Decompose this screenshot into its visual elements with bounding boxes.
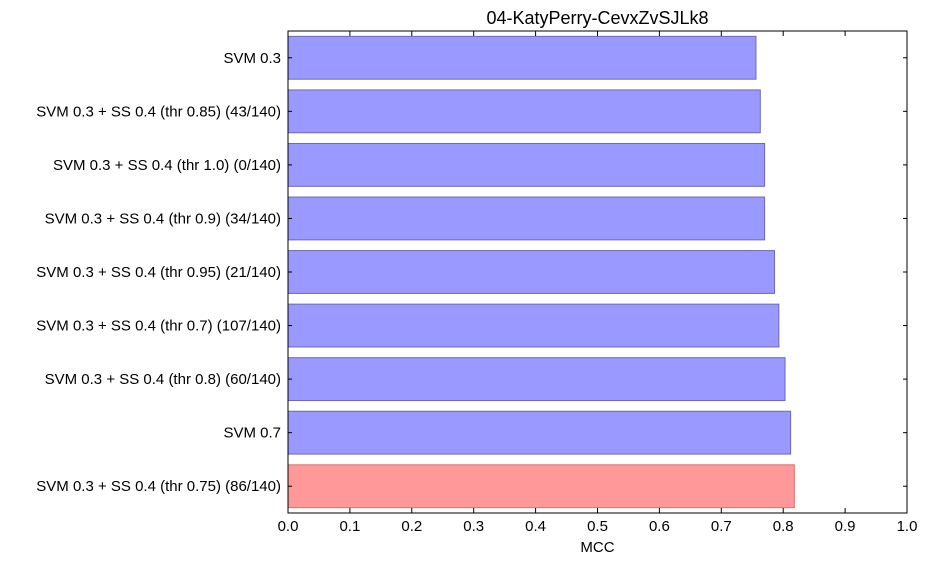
x-ticks-group: 0.0 0.1 0.2 0.3 0.4 0.5 0.6 0.7 0.8 0.9 1.0 [278, 31, 918, 535]
x-tick-label-6: 0.6 [649, 518, 670, 535]
x-tick-label-0: 0.0 [278, 518, 299, 535]
x-tick-label-9: 0.9 [835, 518, 856, 535]
x-tick-label-1: 0.1 [339, 518, 360, 535]
y-tick-label-0: SVM 0.3 [223, 50, 281, 67]
bar-3 [287, 196, 766, 241]
x-tick-label-8: 0.8 [773, 518, 794, 535]
x-tick-label-10: 1.0 [897, 518, 918, 535]
y-ticks-group: SVM 0.3 SVM 0.3 + SS 0.4 (thr 0.85) (43/1… [36, 50, 907, 495]
x-tick-label-2: 0.2 [401, 518, 422, 535]
y-tick-label-2: SVM 0.3 + SS 0.4 (thr 1.0) (0/140) [53, 157, 281, 174]
bar-5 [287, 303, 780, 348]
x-axis-label: MCC [580, 539, 614, 556]
y-tick-label-7: SVM 0.7 [223, 425, 281, 442]
bar-0 [287, 35, 757, 80]
y-tick-label-4: SVM 0.3 + SS 0.4 (thr 0.95) (21/140) [36, 264, 281, 281]
bar-4 [287, 250, 776, 294]
chart-title: 04-KatyPerry-CevxZvSJLk8 [486, 8, 708, 28]
bar-7 [287, 410, 792, 455]
x-tick-label-4: 0.4 [525, 518, 546, 535]
bars-group [287, 35, 795, 509]
bar-6 [287, 357, 786, 402]
x-tick-label-5: 0.5 [587, 518, 608, 535]
x-tick-label-7: 0.7 [711, 518, 732, 535]
y-tick-label-8: SVM 0.3 + SS 0.4 (thr 0.75) (86/140) [36, 478, 281, 495]
bar-1 [287, 89, 761, 134]
y-tick-label-6: SVM 0.3 + SS 0.4 (thr 0.8) (60/140) [45, 371, 281, 388]
bar-8 [287, 464, 795, 509]
bar-2 [287, 142, 766, 187]
x-tick-label-3: 0.3 [463, 518, 484, 535]
y-tick-label-1: SVM 0.3 + SS 0.4 (thr 0.85) (43/140) [36, 103, 281, 120]
y-tick-label-3: SVM 0.3 + SS 0.4 (thr 0.9) (34/140) [45, 210, 281, 227]
y-tick-label-5: SVM 0.3 + SS 0.4 (thr 0.7) (107/140) [36, 318, 281, 335]
